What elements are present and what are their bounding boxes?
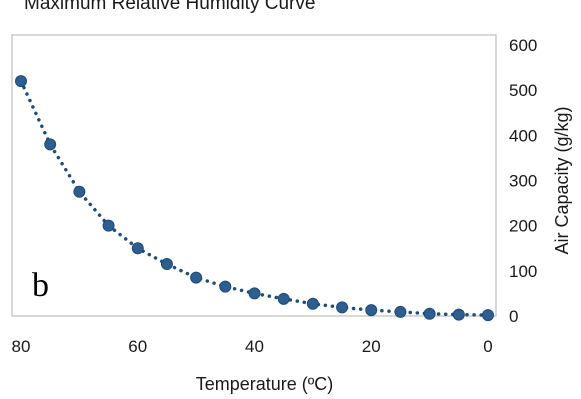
- data-point: [423, 307, 436, 320]
- y-tick-labels: 0 100 200 300 400 500 600: [509, 36, 537, 326]
- y-tick-label: 500: [509, 81, 537, 100]
- data-point: [365, 304, 378, 317]
- data-point: [394, 305, 407, 318]
- data-point: [219, 280, 232, 293]
- y-axis-title: Air Capacity (g/kg): [552, 106, 572, 254]
- data-point: [482, 309, 494, 322]
- x-tick-labels: 80 60 40 20 0: [12, 337, 493, 356]
- data-point: [336, 301, 349, 314]
- x-tick-label: 20: [362, 337, 381, 356]
- y-tick-label: 100: [509, 262, 537, 281]
- x-tick-label: 60: [128, 337, 147, 356]
- trend-line: [19, 79, 490, 317]
- panel-label: b: [32, 267, 49, 304]
- data-point: [190, 271, 203, 284]
- data-point: [306, 297, 319, 310]
- x-tick-label: 40: [245, 337, 264, 356]
- x-axis-title: Temperature (ºC): [196, 374, 334, 394]
- data-point: [277, 292, 290, 305]
- data-point: [15, 75, 27, 88]
- data-points: [15, 75, 494, 322]
- plot-area-frame: [11, 34, 497, 317]
- data-point: [102, 219, 115, 232]
- y-tick-label: 200: [509, 217, 537, 236]
- x-tick-label: 80: [12, 337, 31, 356]
- y-tick-label: 600: [509, 36, 537, 55]
- data-point: [131, 242, 144, 255]
- y-tick-label: 0: [509, 307, 518, 326]
- x-tick-label: 0: [483, 337, 492, 356]
- chart-title: Maximum Relative Humidity Curve: [24, 0, 315, 14]
- y-tick-label: 300: [509, 172, 537, 191]
- data-point: [160, 258, 173, 271]
- data-point: [248, 287, 261, 300]
- data-point: [73, 185, 86, 198]
- data-point: [452, 308, 465, 321]
- y-tick-label: 400: [509, 126, 537, 145]
- data-point: [44, 138, 57, 151]
